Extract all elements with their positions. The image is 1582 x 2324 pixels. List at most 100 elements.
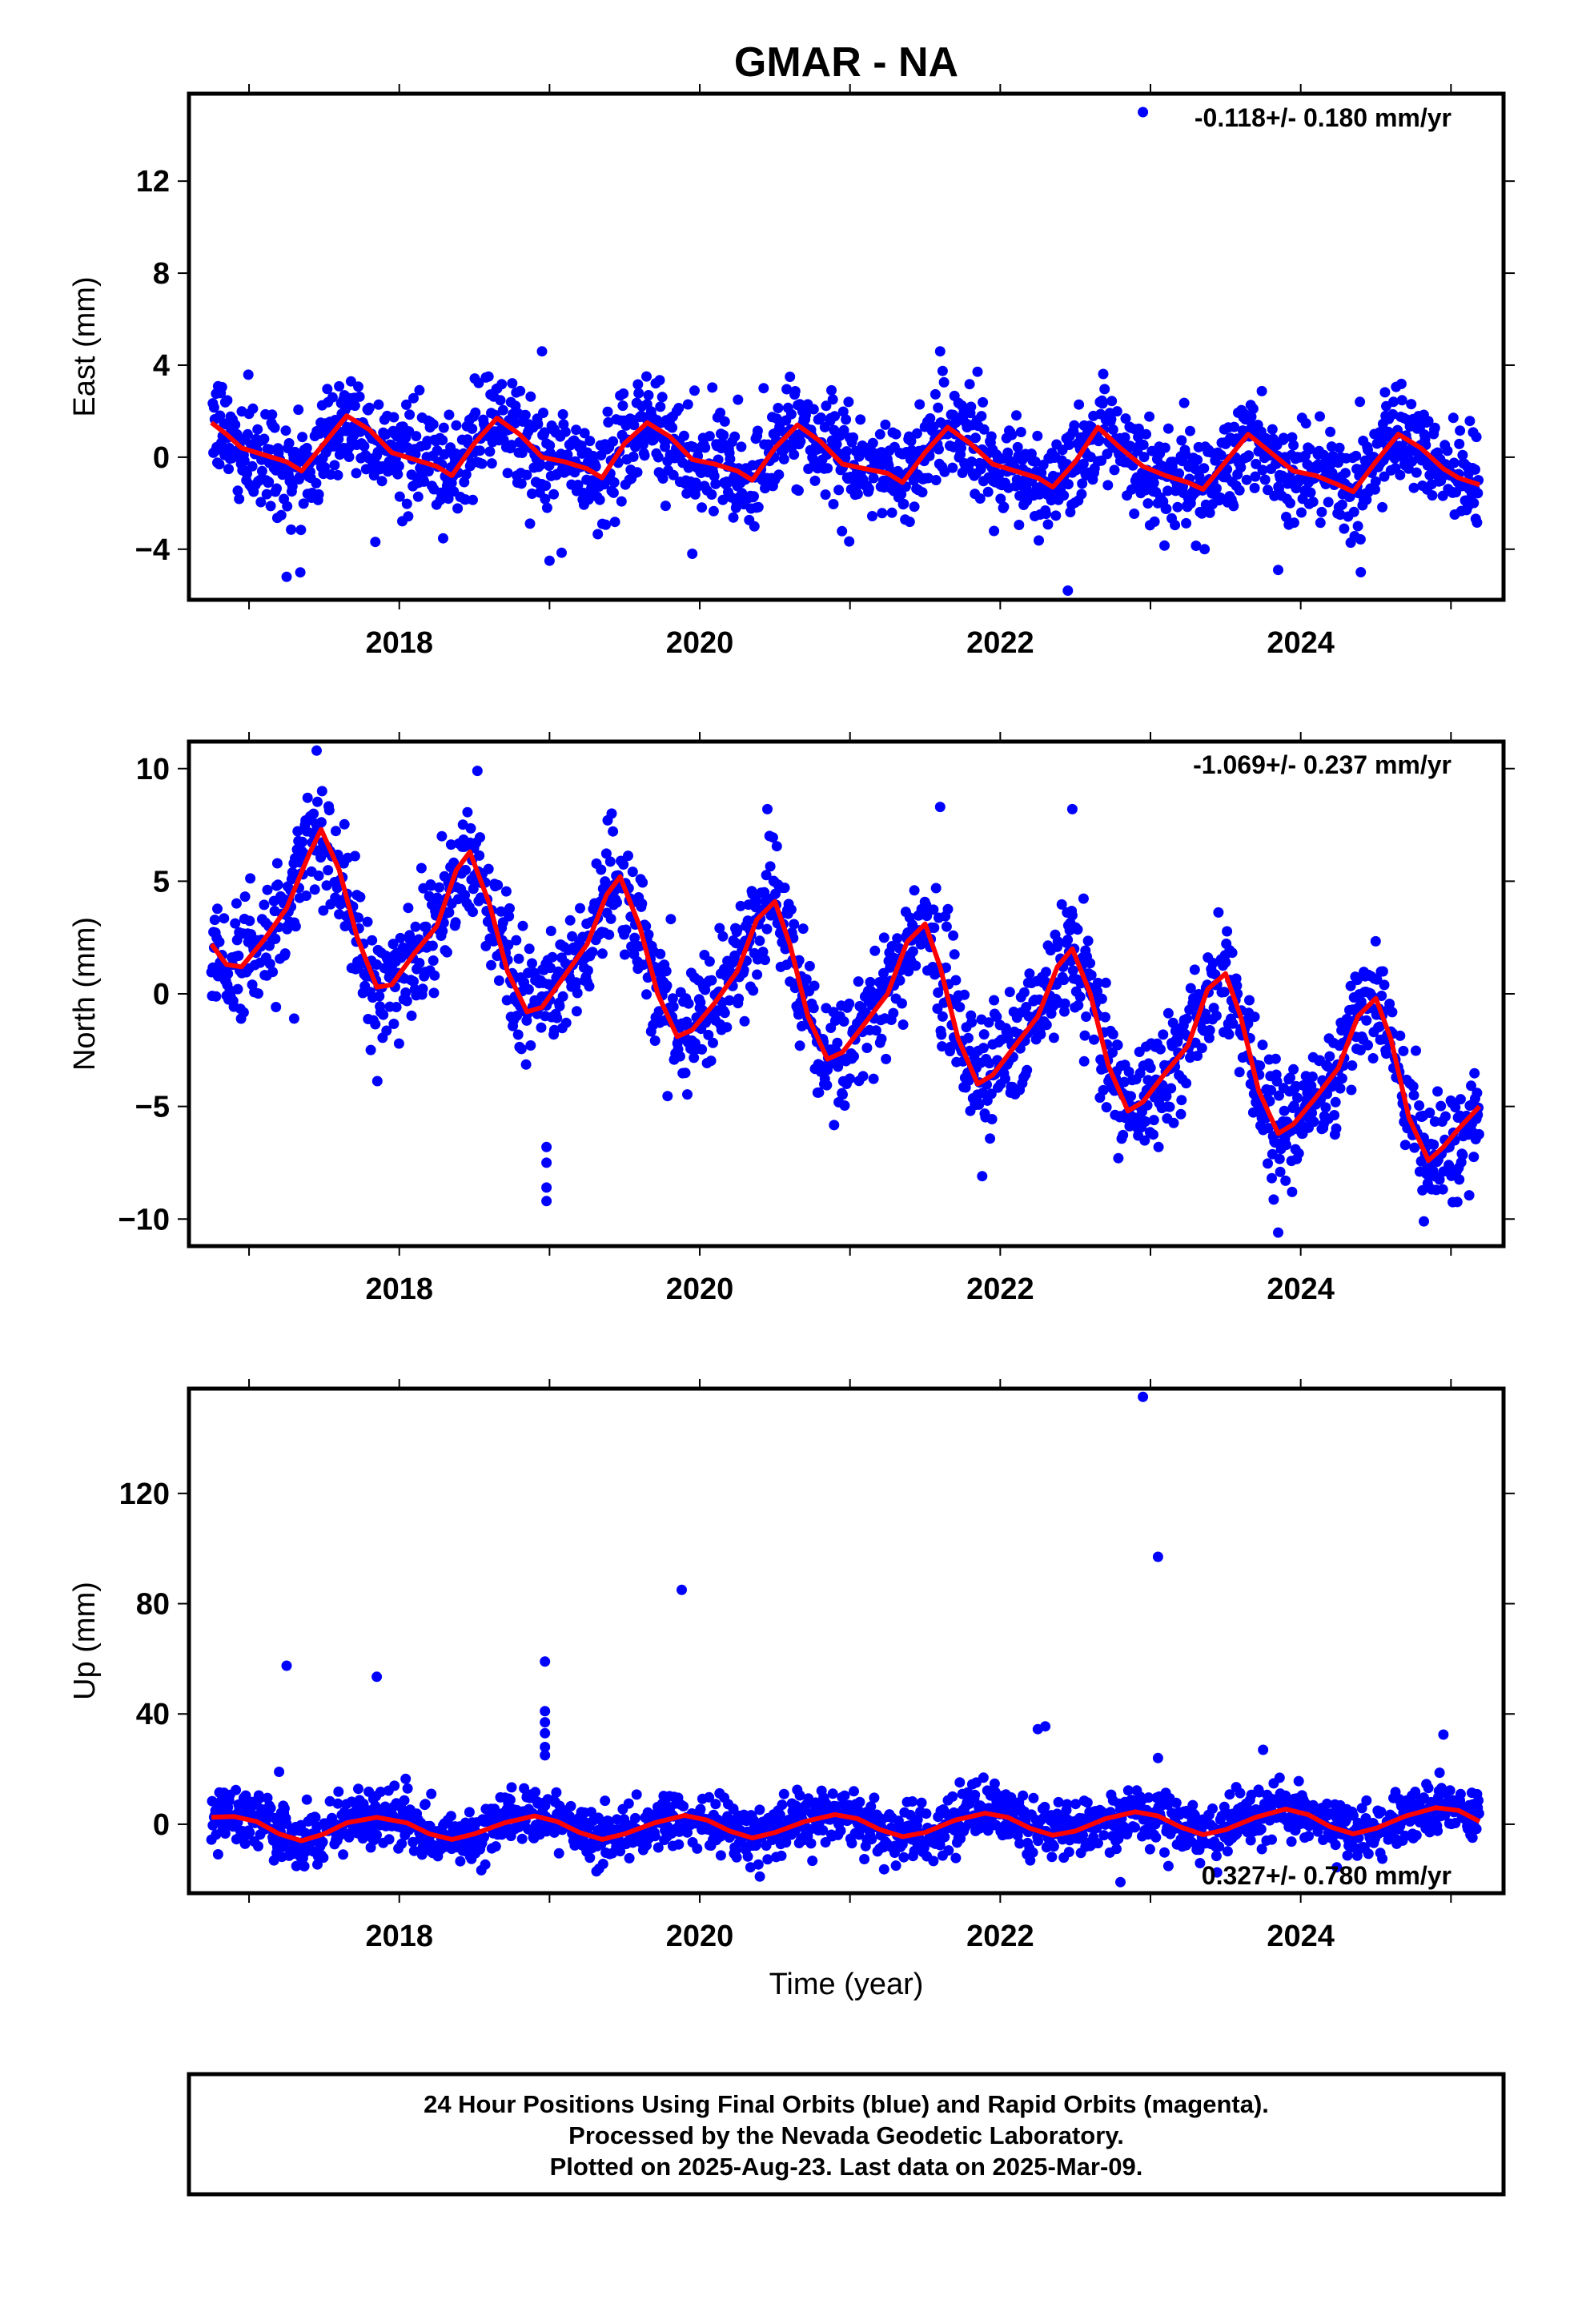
north-data-point [1100,1011,1110,1023]
north-data-point [545,963,556,974]
north-data-point [1092,986,1103,997]
north-data-point [653,1006,665,1017]
east-data-point [749,491,759,502]
north-data-point [262,884,273,895]
east-data-point [1423,416,1434,427]
north-data-point [309,884,320,895]
east-data-point [539,427,550,438]
east-data-point [909,501,920,513]
north-data-point [1004,987,1015,998]
north-data-point [708,1037,718,1048]
east-data-point [939,466,950,477]
north-data-point [381,1025,392,1036]
north-data-point [1457,1149,1468,1160]
north-data-point [315,817,327,828]
north-data-point [1021,1002,1032,1012]
east-data-point [937,365,948,376]
north-data-point [1450,1102,1461,1113]
north-data-point [1335,1083,1346,1094]
north-x-tick-label: 2020 [666,1273,734,1306]
north-data-point [1176,1095,1187,1106]
north-data-point [949,949,960,960]
east-data-point [964,379,975,390]
north-data-point [457,819,468,830]
north-data-point [1263,1123,1274,1134]
north-data-point [732,924,743,935]
north-data-point [704,956,715,967]
east-data-point [1074,399,1085,410]
east-data-point [789,386,801,396]
east-data-point [1251,458,1262,469]
north-data-point [245,873,256,884]
north-data-point [761,923,773,935]
east-data-point [1107,424,1118,435]
north-data-point [1168,1117,1179,1128]
up-data-point [408,1845,420,1856]
north-data-point [1376,991,1387,1001]
north-data-point [813,1087,825,1098]
east-data-point [230,419,241,430]
north-data-point [1466,1080,1476,1092]
north-data-point [1162,1007,1174,1019]
east-data-point [509,418,520,429]
up-data-point [890,1860,901,1872]
north-data-point [959,989,970,1000]
east-data-point [1340,468,1351,479]
north-data-point [754,935,765,947]
north-data-point [765,861,776,872]
east-data-point [795,436,806,447]
north-data-point [462,806,473,818]
up-data-point [978,1772,989,1783]
north-data-point [770,888,781,899]
north-data-point [604,929,615,940]
north-data-point [933,987,944,998]
north-data-point [264,959,275,970]
up-data-point [265,1803,276,1814]
up-data-point [731,1852,742,1863]
east-data-point [1109,464,1120,476]
north-data-point [1464,1190,1475,1201]
up-data-point [371,1829,382,1840]
up-data-point [762,1854,773,1865]
north-data-point [1113,1152,1124,1164]
east-data-point [1304,444,1315,455]
north-data-point [520,1059,532,1070]
up-data-point [939,1831,950,1843]
north-data-point [1231,980,1243,991]
north-data-point [902,927,913,938]
east-data-point [728,512,739,523]
east-data-point [470,407,481,418]
east-data-point [527,489,537,499]
east-data-point [497,404,508,416]
up-data-point [299,1860,310,1872]
east-data-point [1256,385,1267,396]
east-data-point [978,396,989,408]
east-data-point [1279,433,1290,444]
up-data-point [916,1797,927,1808]
east-data-point [867,437,878,448]
east-data-point [1247,403,1259,414]
up-data-point [612,1814,622,1825]
east-data-point [833,485,845,496]
up-data-point [715,1850,726,1861]
up-data-point [231,1784,242,1795]
north-data-point [301,891,311,901]
east-data-point [1148,477,1159,489]
north-data-point [1101,1102,1112,1113]
north-data-point [355,891,366,903]
east-data-point [608,487,619,498]
east-data-point [1199,463,1210,474]
up-data-point [586,1807,596,1818]
up-data-point [584,1852,596,1864]
north-data-point [1118,1076,1130,1088]
east-x-tick-label: 2020 [666,626,734,660]
east-data-point [905,436,917,447]
east-outlier-point [1062,585,1074,596]
north-data-point [547,951,558,963]
up-data-point [1111,1844,1122,1855]
up-data-point [279,1803,290,1814]
east-y-tick-label: 8 [153,257,170,291]
up-data-point [624,1852,635,1864]
north-outlier-point [1419,1216,1429,1227]
up-data-point [318,1852,329,1864]
